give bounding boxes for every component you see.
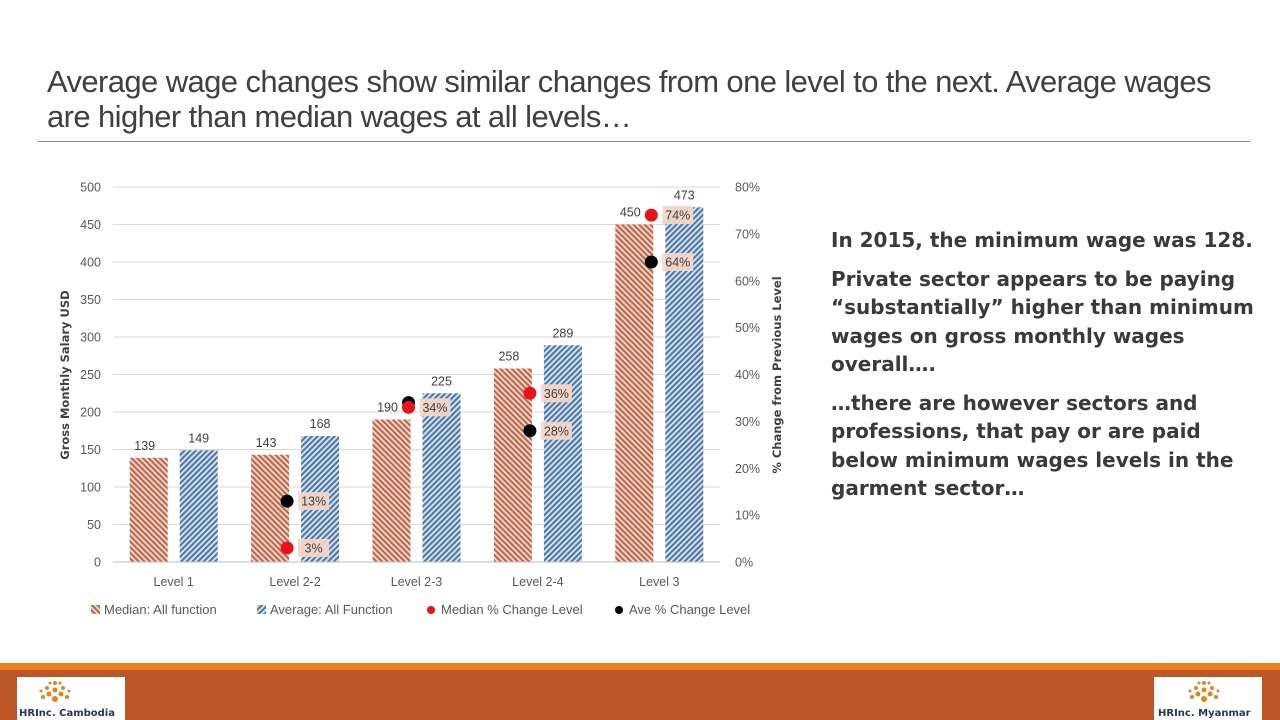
y2-tick-label: 70%: [735, 227, 760, 241]
ave-pct-point-label-bg: [662, 253, 694, 271]
legend: Median: All function Average: All Functi…: [91, 602, 750, 617]
sunburst-icon: [1188, 681, 1220, 702]
title-divider: [38, 141, 1250, 142]
legend-item-median-pct: Median % Change Level: [427, 602, 583, 617]
commentary-paragraph: …there are however sectors and professio…: [831, 390, 1234, 501]
commentary-text: In 2015, the minimum wage was 128. Priva…: [831, 226, 1261, 513]
median-bar: [129, 457, 168, 562]
y2-tick-label: 10%: [735, 509, 760, 523]
median-data-label: 190: [377, 401, 398, 415]
median-data-label: 450: [620, 206, 641, 220]
slide-title: Average wage changes show similar change…: [47, 64, 1212, 134]
y-tick-label: 200: [80, 406, 101, 420]
median-pct-point-label: 3%: [305, 541, 323, 555]
y-tick-label: 450: [80, 218, 101, 232]
median-pct-point: [644, 208, 658, 222]
median-pct-point-label-bg: [419, 398, 451, 417]
y-tick-label: 50: [87, 518, 101, 532]
y-tick-label: 0: [94, 556, 101, 570]
median-pct-point-label-bg: [298, 538, 330, 557]
y2-tick-label: 0%: [735, 556, 753, 570]
commentary-paragraph: Private sector appears to be paying “sub…: [831, 266, 1254, 377]
y2-tick-label: 20%: [735, 462, 760, 476]
median-bar: [372, 419, 411, 562]
sunburst-icon: [39, 681, 71, 702]
average-bar: [422, 393, 461, 562]
wage-chart: 139 149 143 168 190 225 258 289 450 473 0 50 100 150…: [58, 181, 784, 618]
y2-tick-label: 60%: [735, 274, 760, 288]
average-bar: [179, 450, 218, 562]
median-bar: [615, 224, 654, 562]
percent-points: 13% 3% 34% 28% 36% 64% 74%: [280, 206, 694, 557]
y2-tick-label: 80%: [735, 181, 760, 195]
logo-text: HRInc. Myanmar: [1158, 708, 1251, 719]
median-pct-point: [523, 386, 537, 400]
median-pct-point-label-bg: [662, 206, 694, 225]
svg-text:Median: All function: Median: All function: [104, 602, 217, 617]
legend-item-median: Median: All function: [91, 602, 217, 617]
median-data-label: 258: [498, 350, 519, 364]
y-axis-title: Gross Monthly Salary USD: [58, 290, 72, 459]
y2-axis-title: % Change from Previous Level: [770, 276, 784, 473]
commentary-paragraph: In 2015, the minimum wage was 128.: [831, 228, 1253, 252]
median-pct-point-label: 36%: [544, 387, 569, 401]
average-data-label: 473: [674, 188, 695, 202]
y-tick-label: 500: [80, 181, 101, 195]
footer-accent-bar: [0, 663, 1280, 670]
y2-tick-label: 50%: [735, 321, 760, 335]
y-tick-label: 250: [80, 368, 101, 382]
median-bar: [493, 368, 532, 562]
axes: 0 50 100 150 200 250 300 350 400 450 500 0% 10% 20% 30…: [80, 181, 760, 590]
legend-item-average: Average: All Function: [257, 602, 393, 617]
bars: 139 149 143 168 190 225 258 289 450 473: [129, 188, 704, 562]
median-pct-point-label: 74%: [665, 209, 690, 223]
y-tick-label: 300: [80, 331, 101, 345]
y-tick-label: 350: [80, 293, 101, 307]
svg-text:Average: All Function: Average: All Function: [270, 602, 393, 617]
ave-pct-point-label: 28%: [544, 424, 569, 438]
ave-pct-point-label-bg: [540, 421, 572, 440]
y-tick-label: 150: [80, 443, 101, 457]
ave-pct-point-label: 13%: [301, 495, 326, 509]
median-pct-point-label-bg: [540, 384, 572, 403]
x-tick-label: Level 3: [639, 575, 679, 589]
hrinc-myanmar-logo: HRInc. Myanmar: [1154, 677, 1262, 720]
logo-text: HRInc. Cambodia: [19, 708, 115, 719]
ave-pct-point-label-bg: [298, 492, 330, 511]
x-tick-label: Level 2-3: [391, 575, 442, 589]
average-data-label: 225: [431, 374, 452, 388]
y-tick-label: 400: [80, 256, 101, 270]
hrinc-cambodia-logo: HRInc. Cambodia: [17, 677, 125, 720]
x-tick-label: Level 1: [154, 575, 194, 589]
ave-pct-point: [644, 255, 658, 269]
x-tick-label: Level 2-4: [512, 575, 563, 589]
y2-tick-label: 30%: [735, 415, 760, 429]
average-data-label: 289: [552, 326, 573, 340]
average-data-label: 149: [188, 431, 209, 445]
legend-item-ave-pct: Ave % Change Level: [615, 602, 750, 617]
average-data-label: 168: [310, 417, 331, 431]
ave-pct-point-label: 64%: [665, 256, 690, 270]
median-pct-point: [402, 400, 415, 414]
footer-band: [0, 670, 1280, 720]
median-pct-point-label: 34%: [422, 401, 447, 415]
ave-pct-point: [280, 494, 294, 508]
ave-pct-point: [523, 424, 537, 438]
average-bar: [543, 345, 582, 562]
median-data-label: 143: [256, 436, 277, 450]
x-tick-label: Level 2-2: [269, 575, 320, 589]
y-tick-label: 100: [80, 481, 101, 495]
y2-tick-label: 40%: [735, 368, 760, 382]
svg-text:Median % Change Level: Median % Change Level: [441, 602, 583, 617]
svg-text:Ave % Change Level: Ave % Change Level: [629, 602, 750, 617]
median-data-label: 139: [134, 439, 155, 453]
median-pct-point: [280, 541, 294, 555]
